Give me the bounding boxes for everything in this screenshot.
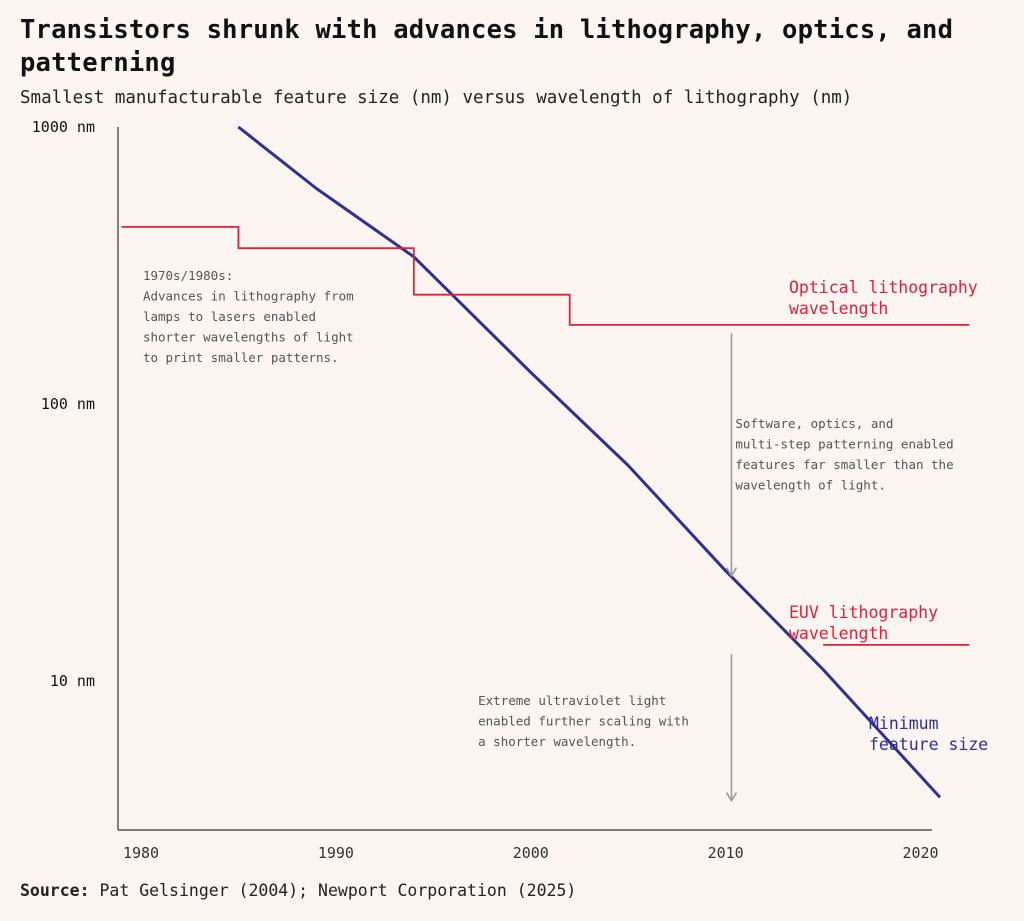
x-tick-label: 2020 — [902, 844, 938, 862]
series-label-0: Minimum — [869, 714, 939, 733]
series-label-2: wavelength — [789, 624, 888, 643]
y-tick-label: 1000 nm — [32, 118, 95, 136]
annotation-text: Software, optics, and — [735, 416, 893, 431]
source-label: Source: — [20, 881, 90, 900]
series-label-1: wavelength — [789, 299, 888, 318]
x-tick-label: 1980 — [123, 844, 159, 862]
annotation-text: enabled further scaling with — [478, 713, 689, 728]
y-tick-label: 100 nm — [41, 395, 95, 413]
source-note: Source: Pat Gelsinger (2004); Newport Co… — [20, 880, 576, 902]
annotation-text: 1970s/1980s: — [143, 268, 233, 283]
series-label-0: feature size — [869, 735, 988, 754]
x-tick-label: 2010 — [708, 844, 744, 862]
annotation-arrowhead — [725, 792, 738, 803]
series-label-1: Optical lithography — [789, 278, 978, 297]
x-tick-label: 1990 — [318, 844, 354, 862]
annotation-text: lamps to lasers enabled — [143, 309, 316, 324]
annotation-text: multi-step patterning enabled — [735, 436, 953, 451]
annotation-text: a shorter wavelength. — [478, 734, 636, 749]
source-text: Pat Gelsinger (2004); Newport Corporatio… — [99, 881, 577, 900]
chart-title: Transistors shrunk with advances in lith… — [20, 15, 954, 78]
x-tick-label: 2000 — [513, 844, 549, 862]
annotation-text: to print smaller patterns. — [143, 350, 339, 365]
annotation-text: shorter wavelengths of light — [143, 330, 354, 345]
annotation-text: features far smaller than the — [735, 457, 953, 472]
series-label-2: EUV lithography — [789, 603, 938, 622]
y-tick-label: 10 nm — [50, 672, 95, 690]
chart-subtitle: Smallest manufacturable feature size (nm… — [20, 88, 853, 108]
annotation-arrowhead — [725, 567, 738, 578]
annotation-text: Extreme ultraviolet light — [478, 693, 666, 708]
series-line-1 — [121, 226, 970, 326]
annotation-text: wavelength of light. — [735, 477, 886, 492]
series-line-0 — [237, 125, 942, 799]
annotation-text: Advances in lithography from — [143, 289, 354, 304]
